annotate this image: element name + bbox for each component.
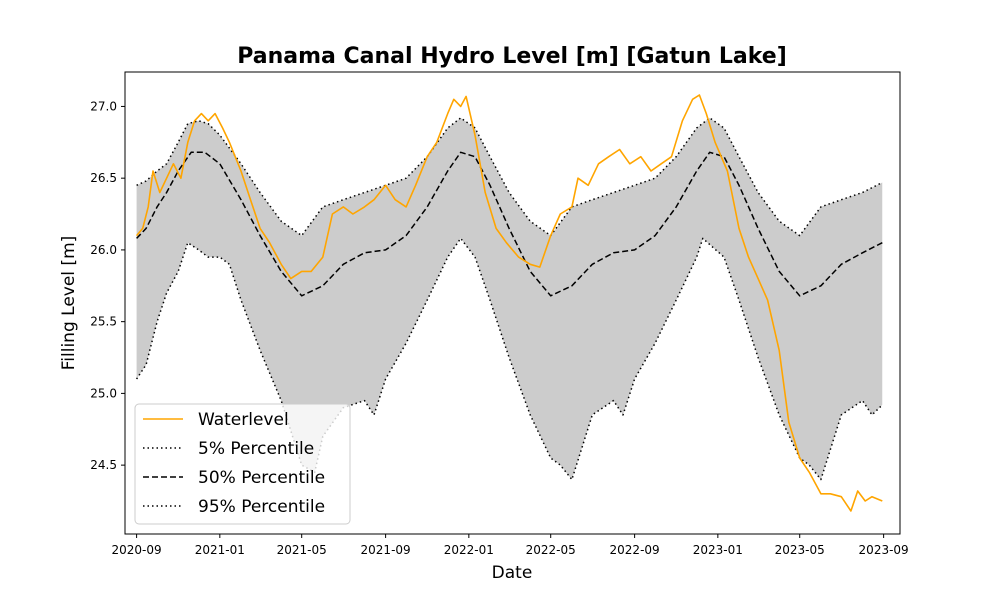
x-axis-label: Date	[492, 563, 533, 583]
x-tick-label: 2023-09	[859, 543, 909, 557]
series-layer	[135, 94, 883, 512]
x-tick-label: 2021-01	[195, 543, 245, 557]
x-tick-label: 2023-05	[775, 543, 825, 557]
x-tick-label: 2023-01	[693, 543, 743, 557]
x-tick-label: 2022-09	[610, 543, 660, 557]
legend-label-5pct-percentile: 5% Percentile	[198, 439, 314, 459]
legend-box	[134, 403, 351, 525]
y-axis-label: Filling Level [m]	[59, 236, 79, 371]
y-tick-label: 25.0	[90, 386, 117, 400]
x-tick-label: 2022-05	[526, 543, 576, 557]
percentile-band	[136, 117, 883, 480]
legend-label-95pct-percentile: 95% Percentile	[198, 497, 325, 517]
y-tick-label: 24.5	[90, 458, 117, 472]
series-line-50pct-percentile	[136, 151, 883, 297]
series-line-5pct-percentile	[135, 237, 883, 481]
x-axis: 2020-09 2021-01 2021-05 2021-09 2022-01 2022-…	[112, 534, 909, 557]
y-tick-label: 26.0	[90, 243, 117, 257]
plot-frame	[124, 71, 901, 535]
legend-label-waterlevel: Waterlevel	[198, 410, 289, 430]
x-tick-label: 2021-05	[277, 543, 327, 557]
legend: Waterlevel 5% Percentile 50% Percentile 95%…	[134, 403, 351, 525]
x-tick-label: 2021-09	[361, 543, 411, 557]
series-line-waterlevel	[135, 94, 883, 512]
chart-title: Panama Canal Hydro Level [m] [Gatun Lake…	[237, 44, 787, 69]
x-tick-label: 2020-09	[112, 543, 162, 557]
y-tick-label: 25.5	[90, 315, 117, 329]
legend-label-50pct-percentile: 50% Percentile	[198, 468, 325, 488]
y-tick-label: 26.5	[90, 171, 117, 185]
y-tick-label: 27.0	[90, 99, 117, 113]
percentile-band-layer	[136, 117, 883, 480]
series-line-95pct-percentile	[136, 117, 883, 237]
x-tick-label: 2022-01	[444, 543, 494, 557]
y-axis: 24.5 25.0 25.5 26.0 26.5 27.0	[90, 99, 125, 472]
